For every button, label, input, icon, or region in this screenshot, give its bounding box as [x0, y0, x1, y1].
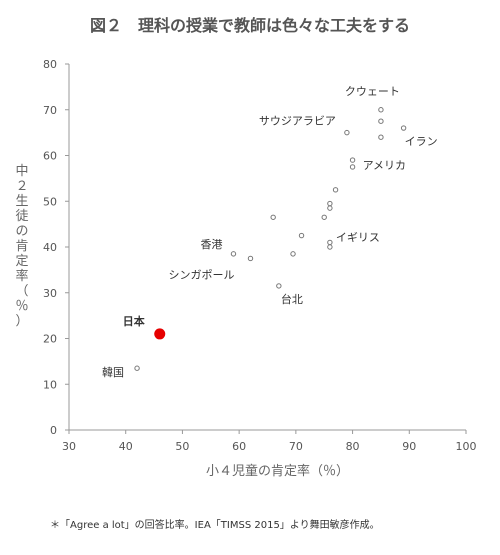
y-axis-label: 中２生徒の肯定率（％） — [15, 164, 28, 329]
data-point — [349, 157, 356, 163]
data-label: クウェート — [345, 85, 400, 98]
data-label: 台北 — [281, 292, 303, 306]
data-point — [327, 205, 333, 211]
y-tick-label: 70 — [43, 104, 57, 117]
data-label: 韓国 — [102, 366, 124, 379]
data-point — [344, 129, 350, 136]
data-label: サウジアラビア — [259, 115, 336, 128]
data-point — [327, 239, 333, 246]
data-point — [230, 251, 237, 257]
x-tick-label: 40 — [119, 440, 133, 453]
data-point — [400, 125, 407, 131]
x-tick-label: 90 — [402, 440, 416, 453]
data-point — [247, 255, 254, 262]
data-point — [270, 214, 276, 220]
chart-title: 図２ 理科の授業で教師は色々な工夫をする — [89, 16, 410, 35]
x-tick-label: 80 — [346, 440, 360, 453]
data-point — [321, 214, 327, 220]
y-tick-label: 80 — [43, 58, 57, 71]
data-point — [327, 200, 333, 207]
data-point — [378, 134, 384, 140]
x-tick-label: 50 — [175, 440, 189, 453]
data-label: 日本 — [123, 314, 145, 328]
y-tick-label: 20 — [43, 333, 57, 346]
x-tick-label: 100 — [456, 440, 477, 453]
data-point-japan — [154, 328, 166, 340]
data-point — [378, 107, 384, 113]
data-label: イラン — [405, 135, 438, 148]
data-point — [276, 283, 282, 289]
data-point — [327, 244, 333, 250]
y-tick-label: 30 — [43, 287, 57, 300]
data-point — [298, 232, 305, 239]
data-point — [378, 118, 384, 124]
x-tick-label: 60 — [232, 440, 246, 453]
data-label: イギリス — [336, 231, 380, 244]
x-axis-label: 小４児童の肯定率（％） — [206, 463, 349, 479]
data-point — [332, 187, 339, 193]
data-label: シンガポール — [168, 268, 234, 281]
x-tick-label: 70 — [289, 440, 303, 453]
data-point — [349, 164, 356, 170]
data-point — [134, 365, 140, 371]
data-label: 香港 — [200, 238, 222, 251]
source-note: ＊「Agree a lot」の回答比率。IEA「TIMSS 2015」より舞田敏… — [50, 520, 380, 531]
y-tick-label: 10 — [43, 378, 57, 391]
y-tick-label: 50 — [43, 195, 57, 208]
x-tick-label: 30 — [62, 440, 76, 453]
data-point — [290, 251, 296, 257]
y-tick-label: 0 — [50, 424, 57, 437]
y-tick-label: 60 — [43, 150, 57, 163]
y-tick-label: 40 — [43, 241, 57, 254]
data-label: アメリカ — [363, 159, 406, 172]
